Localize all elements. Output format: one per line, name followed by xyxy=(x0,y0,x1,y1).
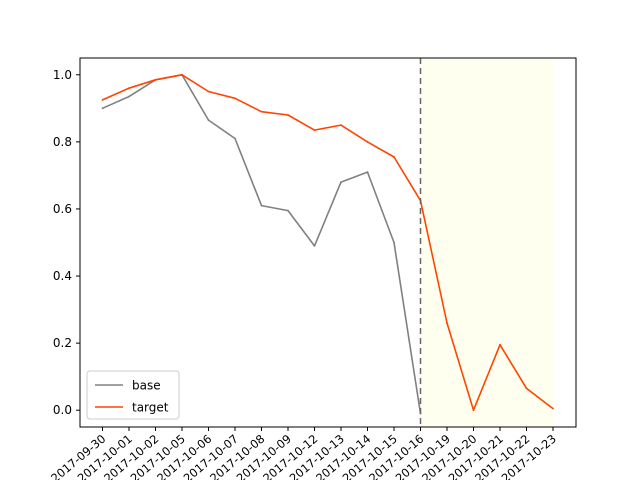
y-tick-label: 0.8 xyxy=(53,135,72,149)
data-point-base xyxy=(393,241,395,244)
data-point-target xyxy=(260,110,263,113)
y-tick-label: 1.0 xyxy=(53,68,72,82)
data-point-base xyxy=(260,204,263,207)
y-tick-label: 0.2 xyxy=(53,336,72,350)
data-point-target xyxy=(287,114,289,116)
data-point-target xyxy=(207,90,210,93)
data-point-target xyxy=(393,156,395,158)
data-point-base xyxy=(128,95,130,98)
plot-area-frame xyxy=(79,57,577,428)
data-point-target xyxy=(446,322,448,324)
data-point-target xyxy=(552,407,554,410)
data-point-base xyxy=(287,209,289,212)
data-point-base xyxy=(313,244,316,247)
data-point-target xyxy=(340,124,342,126)
data-point-target xyxy=(366,140,369,143)
data-point-base xyxy=(207,119,210,121)
data-point-target xyxy=(472,409,475,412)
legend-label-base: base xyxy=(132,379,161,393)
data-point-target xyxy=(154,78,157,81)
data-point-base xyxy=(340,181,342,184)
y-tick-label: 0.4 xyxy=(53,269,72,283)
legend-label-target: target xyxy=(132,401,169,415)
data-point-base xyxy=(234,137,236,140)
data-point-target xyxy=(101,99,104,101)
data-point-target xyxy=(181,73,183,76)
data-point-target xyxy=(234,97,236,100)
y-tick-label: 0.6 xyxy=(53,202,72,216)
shaded-region xyxy=(420,58,553,427)
y-tick-label: 0.0 xyxy=(53,403,72,417)
data-point-base xyxy=(366,171,369,173)
data-point-target xyxy=(499,343,501,346)
data-point-target xyxy=(313,129,316,132)
data-point-target xyxy=(128,87,130,90)
data-point-base xyxy=(101,107,104,110)
data-point-target xyxy=(525,387,528,390)
series-line-target xyxy=(102,74,554,412)
